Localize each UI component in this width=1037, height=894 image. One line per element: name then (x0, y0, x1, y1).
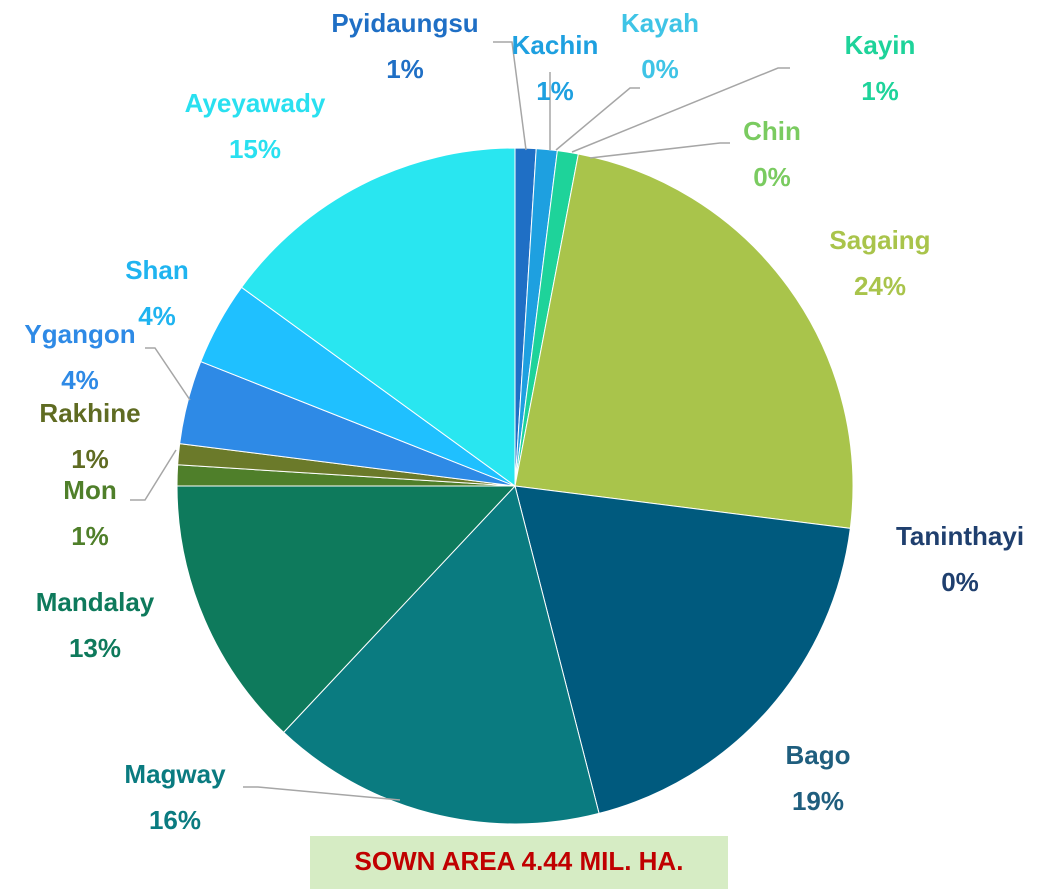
leader-line (243, 786, 401, 801)
slice-label: Ygangon (24, 319, 135, 349)
pie-slice (514, 485, 851, 814)
slice-value-label: 0% (941, 567, 979, 597)
slice-label: Rakhine (39, 398, 140, 428)
slice-label: Magway (124, 759, 226, 789)
slice-label: Mandalay (36, 587, 155, 617)
slice-value-label: 4% (138, 301, 176, 331)
slice-value-label: 1% (536, 76, 574, 106)
slice-value-label: 0% (641, 54, 679, 84)
slice-label: Kayah (621, 8, 699, 38)
leader-line (130, 449, 177, 501)
leader-line (589, 142, 730, 159)
slice-value-label: 1% (71, 521, 109, 551)
slice-value-label: 0% (753, 162, 791, 192)
slice-label: Mon (63, 475, 116, 505)
annotation: SOWN AREA 4.44 MIL. HA. (355, 846, 684, 876)
slice-value-label: 24% (854, 271, 906, 301)
slice-label: Bago (786, 740, 851, 770)
pie-slice (514, 153, 854, 529)
slice-value-label: 1% (71, 444, 109, 474)
slice-value-label: 1% (861, 76, 899, 106)
leader-line (145, 347, 191, 401)
slice-value-label: 13% (69, 633, 121, 663)
pie-slice (240, 147, 516, 487)
leader-line (571, 67, 790, 153)
slice-value-label: 1% (386, 54, 424, 84)
slice-label: Pyidaungsu (331, 8, 478, 38)
slice-value-label: 4% (61, 365, 99, 395)
slice-value-label: 19% (792, 786, 844, 816)
slice-label: Kayin (845, 30, 916, 60)
pie-slice (282, 484, 600, 825)
slice-value-label: 16% (149, 805, 201, 835)
slice-label: Kachin (512, 30, 599, 60)
slice-label: Chin (743, 116, 801, 146)
leader-line (555, 87, 640, 151)
annotation-box (310, 836, 728, 889)
slice-value-label: 15% (229, 134, 281, 164)
pie-slice (176, 485, 517, 734)
slice-label: Shan (125, 255, 189, 285)
slice-label: Taninthayi (896, 521, 1024, 551)
leader-lines (130, 41, 790, 801)
slice-label: Ayeyawady (185, 88, 326, 118)
pie (176, 147, 854, 825)
leader-line (493, 41, 527, 151)
slice-label: Sagaing (829, 225, 930, 255)
